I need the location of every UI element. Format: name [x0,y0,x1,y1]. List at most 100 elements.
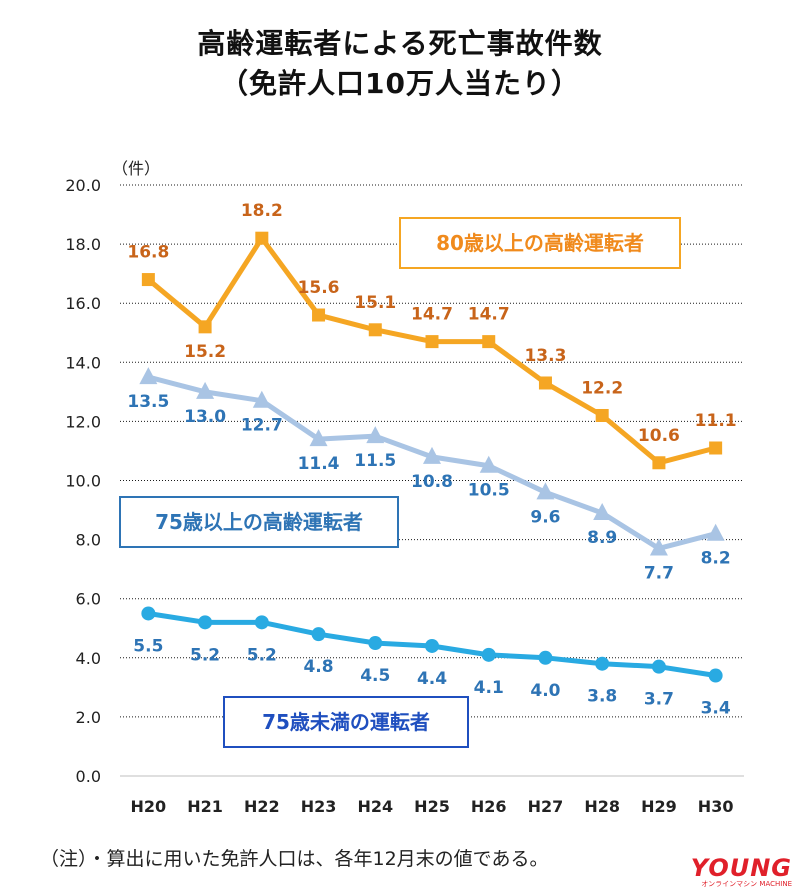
data-point-marker [366,426,385,444]
data-point-marker [479,455,498,473]
data-label: 12.2 [581,378,623,398]
data-point-marker [536,482,555,500]
x-tick-label: H27 [528,797,564,816]
data-label: 4.4 [417,669,447,689]
data-label: 16.8 [127,243,169,263]
data-point-marker [595,408,609,422]
x-tick-label: H20 [131,797,167,816]
data-point-marker [709,441,723,455]
y-tick-label: 20.0 [65,176,101,195]
footnote: （注）・算出に用いた免許人口は、各年12月末の値である。 [40,848,549,870]
data-point-marker [651,659,666,674]
data-point-marker [312,308,326,322]
y-tick-label: 8.0 [76,531,101,550]
data-point-marker [482,335,496,349]
data-label: 5.2 [190,645,220,665]
x-tick-label: H23 [301,797,337,816]
data-label: 15.6 [298,278,340,298]
legend-label: 75歳以上の高齢運転者 [155,510,363,534]
data-label: 7.7 [644,563,674,583]
data-point-marker [368,323,382,337]
data-point-marker [708,668,723,683]
chart-title: 高齢運転者による死亡事故件数 [197,27,603,60]
y-tick-label: 10.0 [65,472,101,491]
y-tick-label: 2.0 [76,708,101,727]
data-point-marker [196,381,215,399]
y-tick-label: 12.0 [65,412,101,431]
data-point-marker [423,446,441,464]
brand-logo: YOUNG オンラインマシン MACHINE [691,856,792,888]
data-label: 4.1 [474,678,504,698]
data-point-marker [649,538,668,556]
y-tick-label: 14.0 [65,353,101,372]
x-tick-label: H29 [641,797,677,816]
legend-box [119,496,399,548]
data-point-marker [311,627,326,642]
series-line [146,235,717,466]
x-tick-label: H22 [244,797,280,816]
data-point-marker [198,320,212,334]
y-tick-label: 0.0 [76,767,101,786]
data-label: 11.4 [298,454,340,474]
data-label: 11.1 [695,411,737,431]
data-point-marker [141,606,156,621]
data-label: 15.2 [184,342,226,362]
data-point-marker [593,503,612,521]
data-label: 3.7 [644,690,674,710]
legend-label: 75歳未満の運転者 [262,710,430,734]
data-point-marker [255,231,269,245]
data-label: 3.4 [701,699,731,719]
y-tick-label: 4.0 [76,649,101,668]
y-tick-label: 16.0 [65,294,101,313]
brand-logo-main: YOUNG [690,854,792,882]
y-tick-label: 6.0 [76,590,101,609]
legend-box [223,696,469,748]
data-point-marker [425,638,439,653]
data-label: 15.1 [354,293,396,313]
data-label: 3.8 [587,687,617,707]
y-tick-label: 18.0 [65,235,101,254]
data-label: 10.8 [411,472,453,492]
data-label: 10.6 [638,426,680,446]
data-point-marker [368,636,383,651]
data-point-marker [309,429,328,447]
data-label: 4.0 [530,681,560,701]
x-tick-label: H24 [357,797,393,816]
x-tick-label: H25 [414,797,450,816]
data-label: 8.9 [587,528,617,548]
brand-logo-sub: オンラインマシン MACHINE [701,880,792,888]
data-label: 18.2 [241,201,283,221]
data-point-marker [139,367,158,385]
data-label: 12.7 [241,416,283,436]
data-label: 14.7 [411,305,453,325]
data-point-marker [254,615,269,630]
data-point-marker [141,273,155,287]
data-label: 10.5 [468,481,510,501]
data-label: 5.5 [133,636,163,656]
x-tick-label: H21 [187,797,223,816]
data-point-marker [198,615,213,630]
data-point-marker [595,656,610,671]
legend-label: 80歳以上の高齢運転者 [436,231,644,255]
data-label: 4.8 [303,657,333,677]
line-chart: 0.0 2.0 4.0 6.0 8.0 10.0 12.0 14.0 16.0 18.0 20.0 （… [65,159,744,816]
data-point-marker [538,650,553,665]
data-label: 4.5 [360,666,390,686]
data-point-marker [652,456,666,470]
data-label: 13.5 [127,392,169,412]
data-label: 14.7 [468,305,510,325]
data-point-marker [538,376,552,390]
x-tick-label: H26 [471,797,507,816]
data-label: 8.2 [701,549,731,569]
chart-subtitle: （免許人口10万人当たり） [220,67,580,100]
data-point-marker [252,390,271,408]
data-label: 13.0 [184,407,226,427]
x-tick-label: H28 [584,797,620,816]
x-tick-label: H30 [698,797,734,816]
data-label: 9.6 [530,507,560,527]
data-point-marker [706,523,725,541]
data-point-marker [425,335,439,349]
data-label: 11.5 [354,451,396,471]
y-axis-unit-label: （件） [112,159,160,178]
data-label: 5.2 [247,645,277,665]
